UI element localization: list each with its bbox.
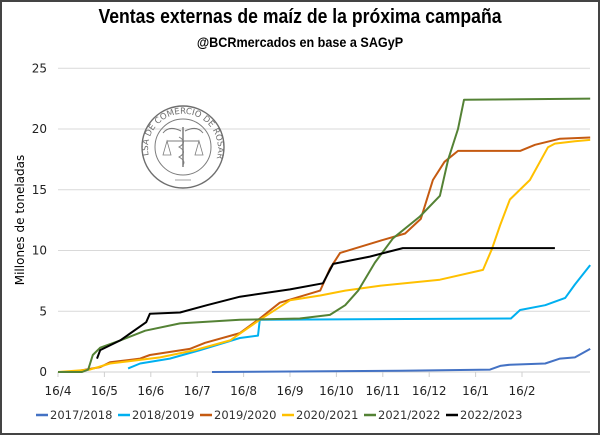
y-tick-label: 10: [32, 244, 47, 258]
series-line-2018-2019: [127, 264, 591, 370]
legend-item: 2019/2020: [200, 408, 276, 422]
legend-label: 2019/2020: [214, 408, 276, 422]
x-tick-label: 16/10: [319, 384, 354, 398]
x-tick-label: 16/7: [184, 384, 211, 398]
x-tick-label: 16/11: [366, 384, 401, 398]
series-line-2020-2021: [57, 138, 591, 373]
y-tick-label: 0: [39, 365, 47, 379]
x-tick-label: 16/4: [45, 384, 72, 398]
y-tick-label: 5: [39, 304, 47, 318]
y-axis-label: Millones de toneladas: [13, 155, 27, 286]
x-axis: 16/4 16/5 16/6 16/7 16/8 16/9 16/10 16/11 16/12 1…: [45, 371, 590, 398]
series-line-2021-2022: [58, 97, 591, 373]
legend-label: 2021/2022: [378, 408, 440, 422]
legend-item: 2018/2019: [118, 408, 194, 422]
x-tick-label: 16/6: [137, 384, 164, 398]
legend-item: 2022/2023: [446, 408, 522, 422]
x-tick-label: 16/8: [230, 384, 257, 398]
series-line-2017-2018: [211, 348, 591, 373]
series-line-2019-2020: [71, 136, 591, 373]
legend-item: 2021/2022: [364, 408, 440, 422]
legend-item: 2017/2018: [36, 408, 112, 422]
chart-title: Ventas externas de maíz de la próxima ca…: [98, 6, 502, 28]
x-tick-label: 16/5: [91, 384, 118, 398]
gridlines: [58, 67, 590, 312]
x-tick-label: 16/2: [509, 384, 536, 398]
series-line-2022-2023: [96, 247, 555, 359]
y-tick-label: 15: [32, 183, 47, 197]
x-tick-label: 16/1: [462, 384, 489, 398]
legend-label: 2020/2021: [296, 408, 358, 422]
legend-label: 2018/2019: [132, 408, 194, 422]
legend-label: 2022/2023: [460, 408, 522, 422]
y-tick-label: 25: [32, 61, 47, 75]
legend-label: 2017/2018: [50, 408, 112, 422]
chart-subtitle: @BCRmercados en base a SAGyP: [196, 34, 404, 50]
legend-item: 2020/2021: [282, 408, 358, 422]
x-tick-label: 16/9: [277, 384, 304, 398]
series-lines: [57, 97, 591, 373]
y-axis-ticks: 0 5 10 15 20 25: [32, 61, 47, 379]
bcr-seal-logo: BOLSA DE COMERCIO DE ROSARIO: [141, 105, 225, 189]
x-tick-label: 16/12: [412, 384, 447, 398]
legend: 2017/2018 2018/2019 2019/2020 2020/2021 2021…: [36, 408, 522, 422]
y-tick-label: 20: [32, 122, 47, 136]
